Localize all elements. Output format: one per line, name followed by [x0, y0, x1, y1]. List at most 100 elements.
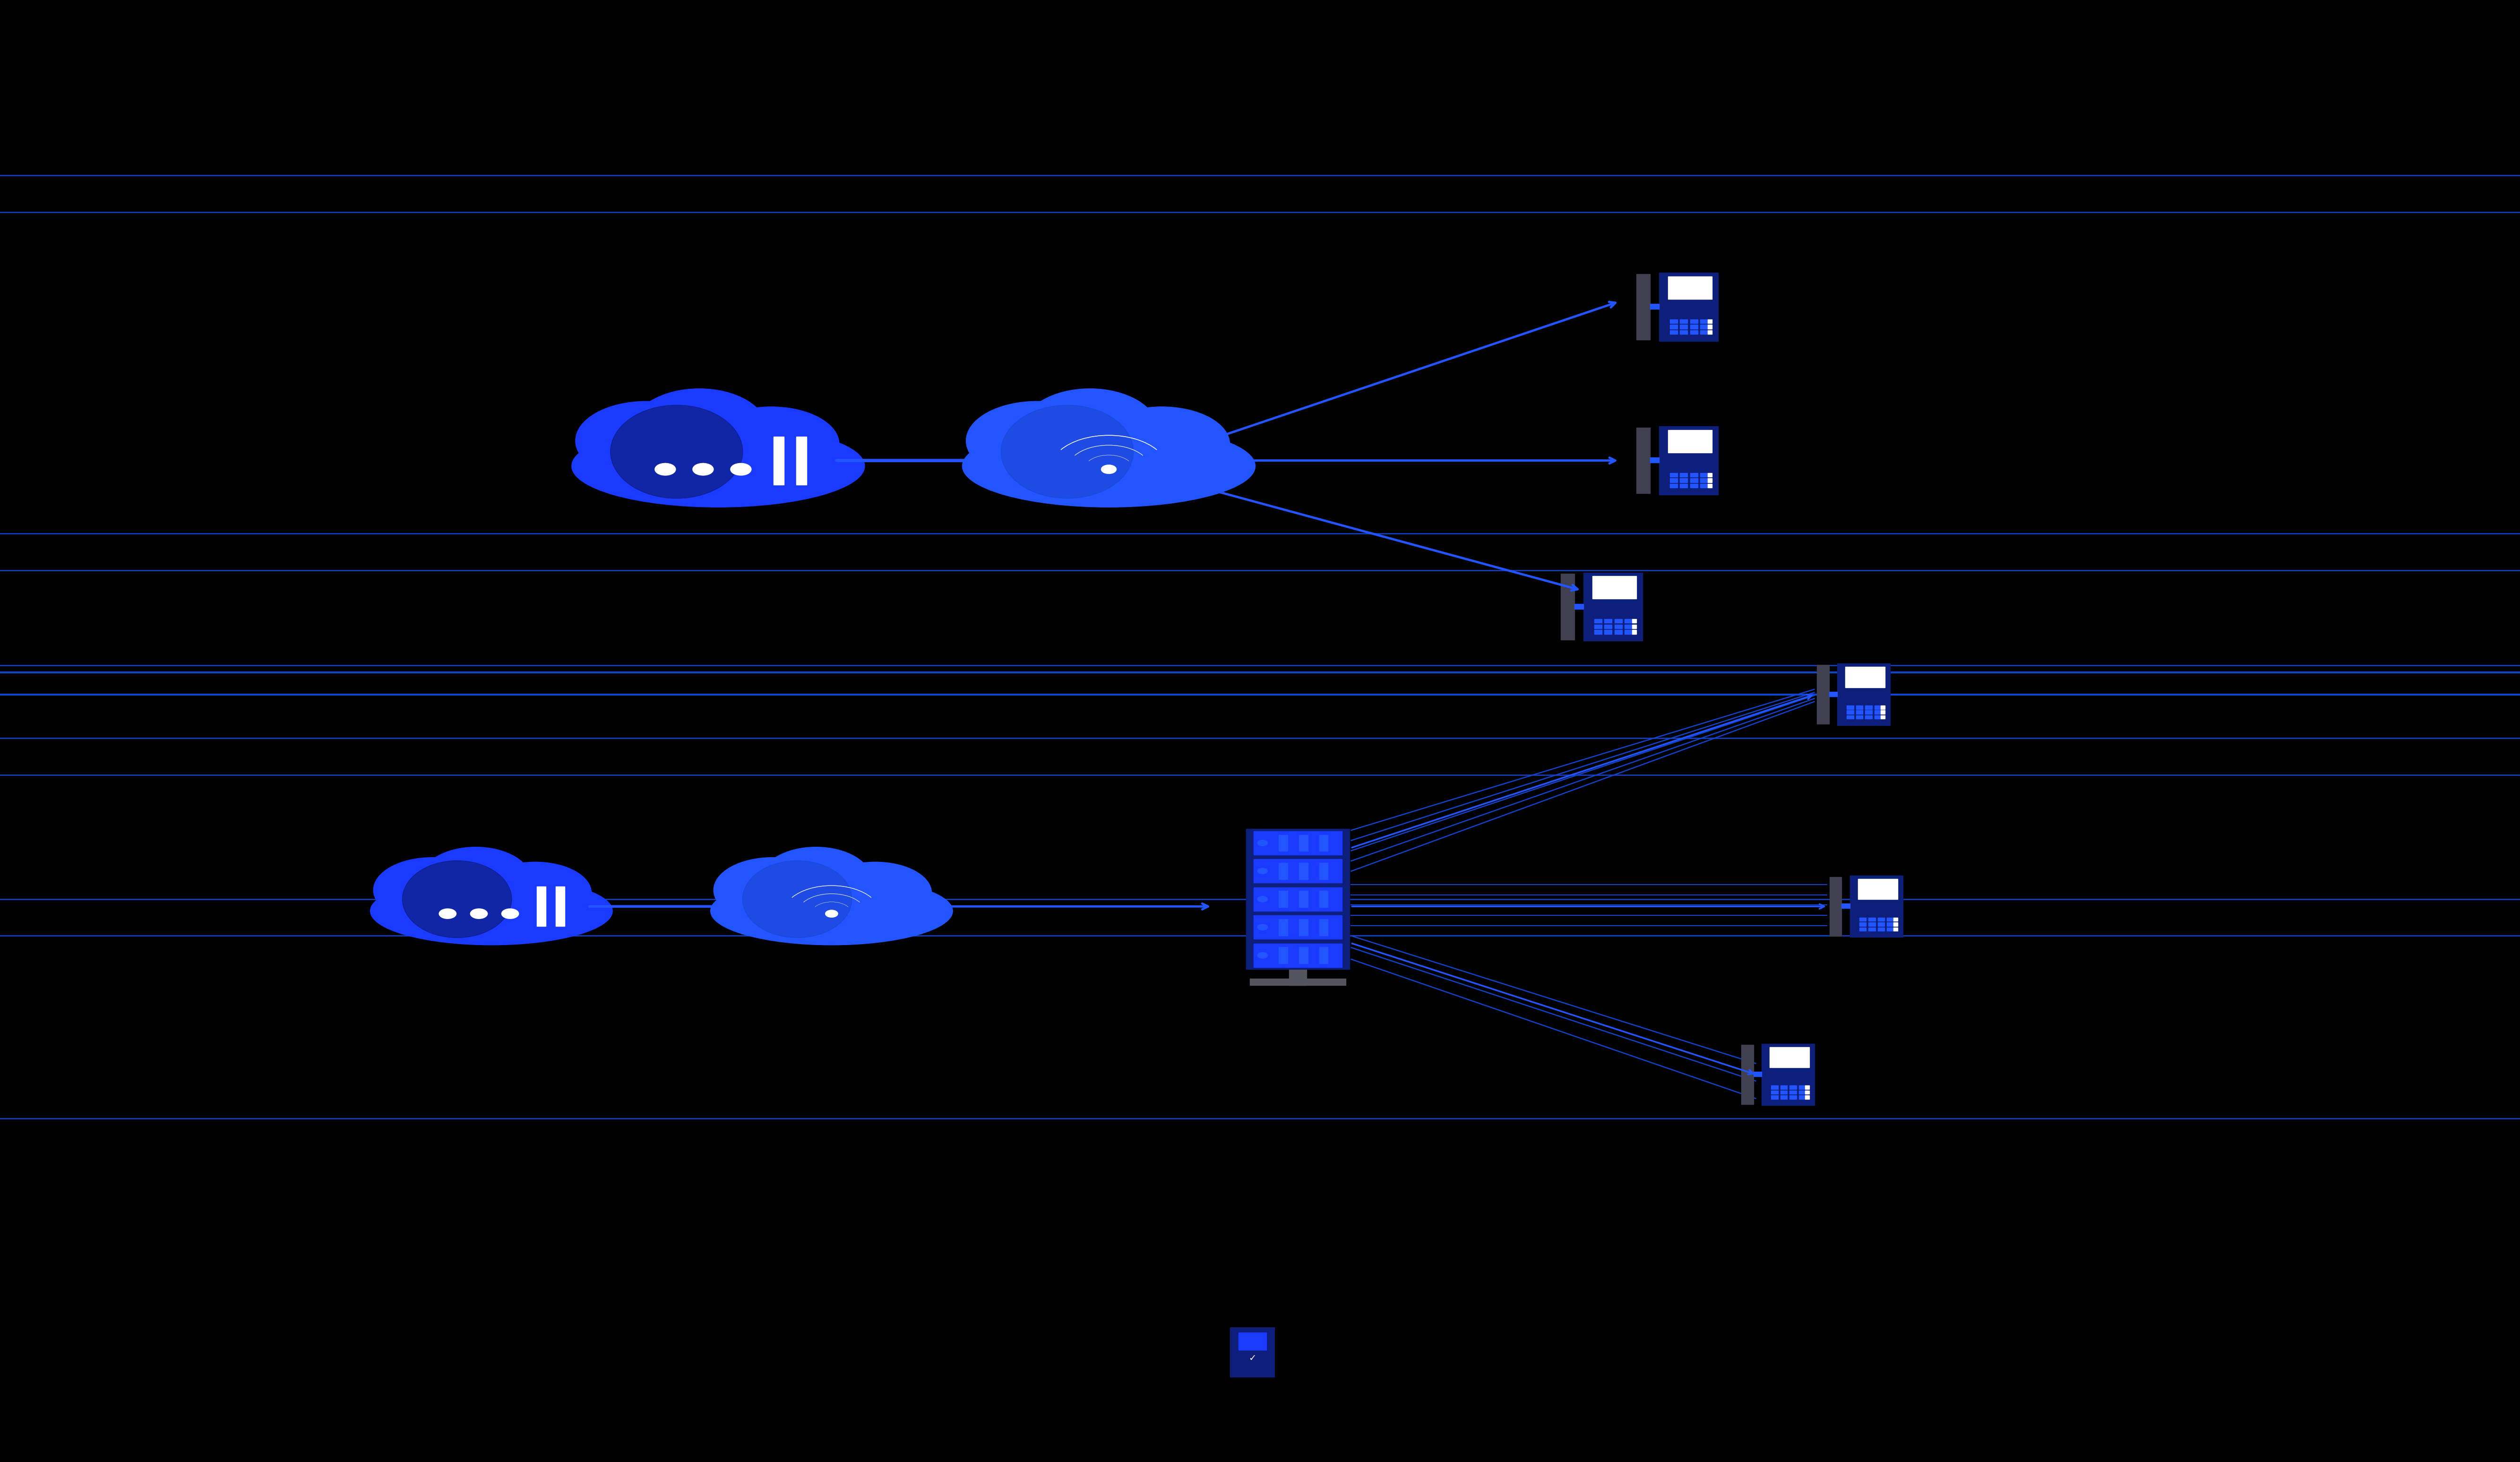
Bar: [1320, 863, 1328, 879]
Bar: [1681, 319, 1688, 323]
Bar: [1754, 1072, 1761, 1076]
Bar: [1772, 1086, 1779, 1089]
Bar: [1671, 478, 1678, 482]
Bar: [1865, 715, 1872, 719]
Circle shape: [1257, 896, 1268, 902]
Bar: [1245, 829, 1348, 969]
Ellipse shape: [479, 863, 592, 924]
Bar: [796, 436, 806, 484]
Circle shape: [655, 463, 675, 475]
Bar: [1593, 576, 1635, 599]
Bar: [1701, 478, 1709, 482]
Bar: [1255, 915, 1341, 939]
Ellipse shape: [373, 858, 491, 923]
Bar: [1681, 478, 1688, 482]
Bar: [1701, 484, 1709, 488]
Bar: [1847, 715, 1855, 719]
Bar: [1857, 879, 1898, 899]
Ellipse shape: [610, 405, 743, 499]
Bar: [1842, 904, 1850, 908]
Bar: [1671, 325, 1678, 329]
Bar: [1867, 927, 1875, 931]
Bar: [1860, 923, 1867, 925]
Bar: [1635, 427, 1651, 494]
Bar: [1741, 1045, 1754, 1104]
Bar: [1230, 1327, 1275, 1377]
Bar: [1691, 319, 1698, 323]
Bar: [1668, 430, 1711, 453]
Bar: [1560, 573, 1575, 639]
Bar: [1769, 1047, 1809, 1067]
Bar: [1280, 947, 1288, 963]
Ellipse shape: [575, 401, 718, 480]
Bar: [1300, 920, 1308, 936]
Ellipse shape: [713, 858, 832, 923]
Bar: [1847, 706, 1855, 709]
Circle shape: [1257, 868, 1268, 874]
Bar: [1605, 618, 1613, 623]
Ellipse shape: [572, 425, 864, 507]
Bar: [1681, 325, 1688, 329]
Bar: [1681, 330, 1688, 335]
Bar: [1320, 890, 1328, 908]
Bar: [1779, 1091, 1787, 1094]
Bar: [1817, 665, 1830, 724]
Bar: [1651, 458, 1658, 462]
Bar: [1709, 484, 1711, 488]
Bar: [1625, 624, 1633, 629]
Bar: [1875, 706, 1880, 709]
Ellipse shape: [759, 846, 872, 915]
Bar: [1320, 920, 1328, 936]
Bar: [1671, 319, 1678, 323]
Bar: [1658, 273, 1719, 341]
Circle shape: [1257, 841, 1268, 846]
Bar: [1887, 918, 1893, 921]
Bar: [1880, 711, 1885, 713]
Bar: [1860, 918, 1867, 921]
Bar: [1701, 330, 1709, 335]
Bar: [1865, 711, 1872, 713]
Bar: [1255, 860, 1341, 883]
Bar: [1877, 923, 1885, 925]
Bar: [1635, 273, 1651, 339]
Ellipse shape: [370, 877, 612, 944]
Bar: [1615, 624, 1623, 629]
Ellipse shape: [630, 389, 766, 471]
Bar: [1709, 478, 1711, 482]
Bar: [1860, 927, 1867, 931]
Bar: [1772, 1095, 1779, 1099]
Bar: [1320, 835, 1328, 851]
Bar: [1779, 1095, 1787, 1099]
Bar: [1237, 1332, 1268, 1349]
Bar: [1875, 715, 1880, 719]
Bar: [1633, 630, 1635, 635]
Bar: [1625, 630, 1633, 635]
Circle shape: [501, 909, 519, 918]
Circle shape: [731, 463, 751, 475]
Bar: [1830, 877, 1842, 936]
Bar: [1855, 711, 1862, 713]
Bar: [1804, 1086, 1809, 1089]
Bar: [1887, 927, 1893, 931]
Bar: [1709, 472, 1711, 477]
Bar: [1799, 1086, 1804, 1089]
Bar: [1847, 711, 1855, 713]
Bar: [1804, 1095, 1809, 1099]
Bar: [1867, 918, 1875, 921]
Ellipse shape: [1000, 405, 1134, 499]
Bar: [1300, 835, 1308, 851]
Bar: [1280, 835, 1288, 851]
Ellipse shape: [703, 406, 839, 481]
Bar: [1709, 319, 1711, 323]
Bar: [1830, 692, 1837, 696]
Bar: [1595, 624, 1603, 629]
Bar: [1681, 484, 1688, 488]
Bar: [557, 886, 564, 927]
Bar: [537, 886, 547, 927]
Bar: [1671, 330, 1678, 335]
Bar: [1761, 1044, 1814, 1105]
Bar: [1701, 325, 1709, 329]
Circle shape: [471, 909, 486, 918]
Bar: [1300, 947, 1308, 963]
Bar: [1779, 1086, 1787, 1089]
